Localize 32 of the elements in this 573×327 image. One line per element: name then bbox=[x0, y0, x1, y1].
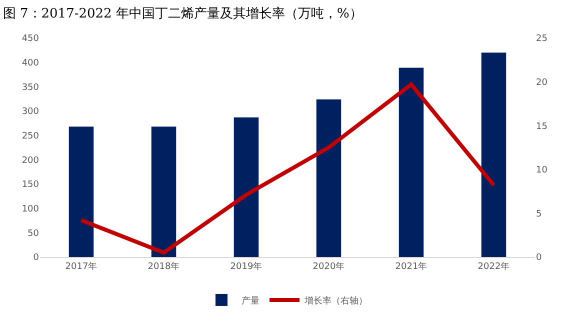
y-tick-label: 200 bbox=[22, 156, 40, 166]
legend-label: 产量 bbox=[242, 295, 260, 306]
y-tick-label: 0 bbox=[33, 253, 40, 264]
y-tick-label: 350 bbox=[22, 82, 40, 93]
legend-label: 增长率（右轴） bbox=[304, 295, 368, 306]
x-tick-label: 2019年 bbox=[230, 260, 262, 272]
y-tick-label: 50 bbox=[28, 228, 40, 239]
x-tick-label: 2022年 bbox=[478, 260, 510, 272]
bar bbox=[68, 126, 94, 257]
x-tick-label: 2020年 bbox=[312, 260, 345, 272]
y2-tick-label: 0 bbox=[536, 253, 542, 264]
bar bbox=[316, 99, 342, 257]
bar bbox=[234, 117, 259, 257]
x-tick-label: 2018年 bbox=[148, 260, 180, 272]
bar bbox=[151, 126, 176, 257]
bar bbox=[398, 68, 424, 257]
bar bbox=[481, 52, 506, 257]
y2-tick-label: 10 bbox=[536, 166, 548, 176]
y-tick-label: 400 bbox=[22, 58, 40, 68]
y-tick-label: 300 bbox=[22, 107, 40, 118]
x-tick-label: 2021年 bbox=[395, 260, 428, 272]
line-series bbox=[79, 82, 496, 255]
y2-tick-label: 15 bbox=[536, 122, 548, 132]
y-tick-label: 100 bbox=[22, 204, 40, 214]
x-tick-label: 2017年 bbox=[65, 260, 98, 272]
y-tick-label: 150 bbox=[22, 180, 40, 190]
y2-tick-label: 5 bbox=[536, 209, 542, 220]
y2-tick-label: 25 bbox=[536, 34, 548, 44]
chart-title: 图 7：2017-2022 年中国丁二烯产量及其增长率（万吨，%） bbox=[2, 5, 362, 22]
y-tick-label: 450 bbox=[22, 34, 40, 44]
y-tick-label: 250 bbox=[22, 131, 40, 142]
y2-tick-label: 20 bbox=[536, 78, 548, 88]
